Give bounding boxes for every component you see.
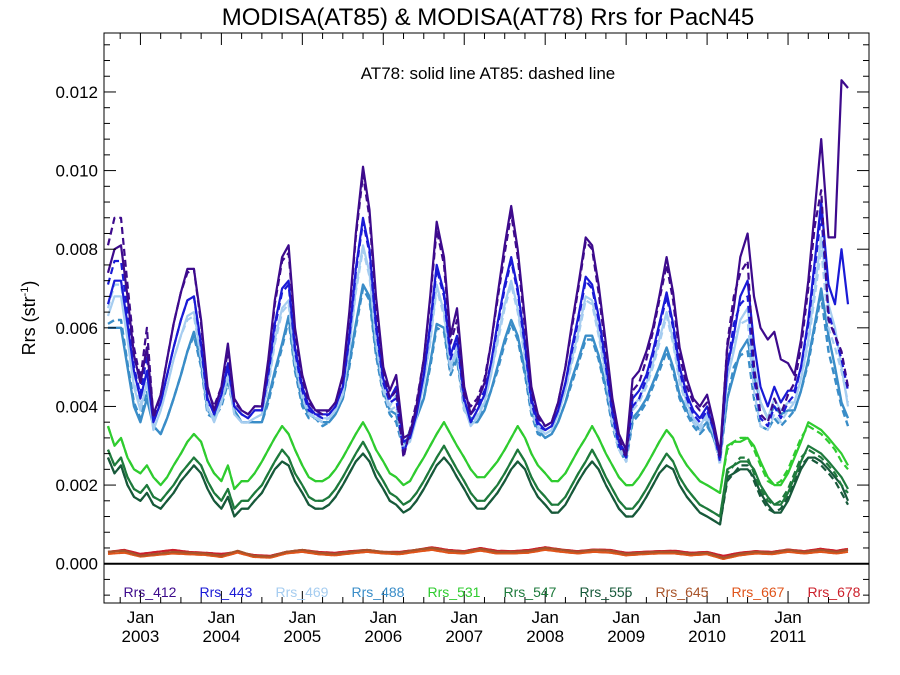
x-tick-label-year: 2010 [688, 627, 726, 646]
x-tick-label-month: Jan [774, 608, 801, 627]
y-tick-label: 0.010 [55, 162, 98, 181]
y-axis-label-close: ) [19, 281, 39, 287]
x-tick-label-month: Jan [208, 608, 235, 627]
svg-text:Rrs (str-1): Rrs (str-1) [19, 281, 39, 356]
legend-entry-rrs-443: Rrs_443 [200, 584, 253, 600]
x-tick-label-month: Jan [127, 608, 154, 627]
y-axis-label-text: Rrs (str [19, 296, 39, 355]
legend-entry-rrs-645: Rrs_645 [656, 584, 709, 600]
legend-entry-rrs-547: Rrs_547 [504, 584, 557, 600]
x-tick-label-month: Jan [289, 608, 316, 627]
series-line-rrs-469-at78 [106, 236, 850, 463]
series-line-rrs-547-at78 [106, 440, 849, 518]
x-tick-label-year: 2005 [283, 627, 321, 646]
x-tick-label-year: 2003 [122, 627, 160, 646]
legend-entry-rrs-412: Rrs_412 [124, 584, 177, 600]
x-tick-label-year: 2008 [526, 627, 564, 646]
legend-entry-rrs-531: Rrs_531 [428, 584, 481, 600]
plot-area [104, 79, 869, 565]
y-axis-label-superscript: -1 [19, 287, 31, 297]
legend-entry-rrs-469: Rrs_469 [276, 584, 329, 600]
chart-title: MODISA(AT85) & MODISA(AT78) Rrs for PacN… [222, 4, 755, 31]
y-tick-label: 0.006 [55, 319, 98, 338]
x-tick-label-year: 2006 [364, 627, 402, 646]
x-tick-label-year: 2004 [202, 627, 240, 646]
series-line-rrs-412-at78 [106, 79, 849, 455]
y-tick-label: 0.004 [55, 397, 98, 416]
x-tick-label-month: Jan [693, 608, 720, 627]
line-style-annotation: AT78: solid line AT85: dashed line [361, 64, 616, 83]
y-tick-label: 0.002 [55, 476, 98, 495]
series-line-rrs-531-at85 [106, 421, 849, 494]
series-line-rrs-645-at78 [107, 547, 849, 559]
y-tick-label: 0.000 [55, 555, 98, 574]
y-tick-label: 0.012 [55, 83, 98, 102]
legend-entry-rrs-678: Rrs_678 [808, 584, 861, 600]
legend-entry-rrs-667: Rrs_667 [732, 584, 785, 600]
x-tick-label-year: 2011 [770, 627, 807, 646]
x-tick-label-month: Jan [451, 608, 478, 627]
legend-entry-rrs-555: Rrs_555 [580, 584, 633, 600]
legend: Rrs_412 Rrs_443 Rrs_469 Rrs_488 Rrs_531 Rrs_5… [124, 584, 861, 600]
legend-entry-rrs-488: Rrs_488 [352, 584, 405, 600]
x-tick-label-month: Jan [531, 608, 558, 627]
axes: 0.0000.0020.0040.0060.0080.0100.012Jan20… [55, 33, 869, 646]
plot-frame [103, 32, 870, 604]
x-tick-label-month: Jan [612, 608, 639, 627]
series-line-rrs-667-at78 [107, 548, 849, 560]
x-tick-label-year: 2009 [607, 627, 645, 646]
x-tick-label-year: 2007 [445, 627, 483, 646]
series-line-rrs-531-at78 [106, 421, 849, 494]
y-tick-label: 0.008 [55, 240, 98, 259]
x-tick-label-month: Jan [370, 608, 397, 627]
y-axis-label: Rrs (str-1) [19, 281, 39, 356]
